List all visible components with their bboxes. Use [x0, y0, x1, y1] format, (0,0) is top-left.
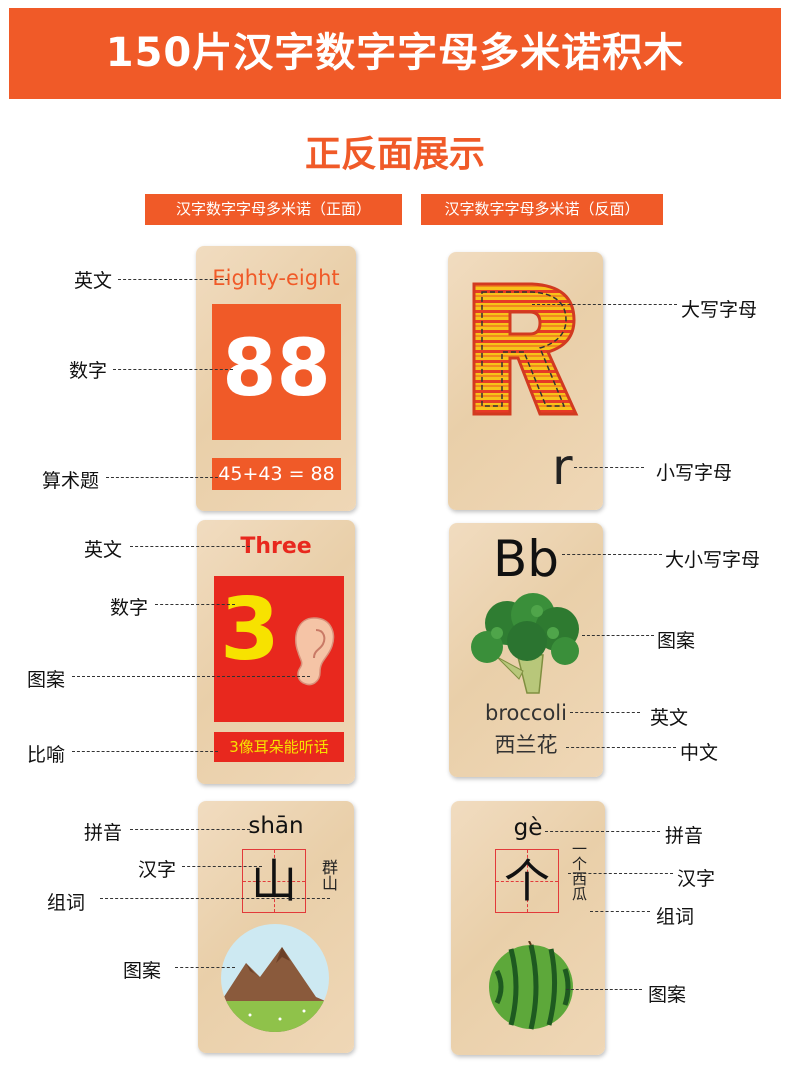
page-title: 150片汉字数字字母多米诺积木: [105, 30, 685, 76]
label-pattern: 图案: [657, 630, 696, 652]
leader-line: [72, 676, 310, 677]
card-number: 3: [220, 580, 280, 680]
label-hanzi: 汉字: [138, 859, 177, 881]
leader-line: [570, 712, 640, 713]
label-words: 组词: [656, 906, 695, 928]
label-simile: 比喻: [27, 744, 66, 766]
header-banner: 150片汉字数字字母多米诺积木: [9, 8, 781, 99]
domino-card-broccoli: Bb broccoli 西兰花: [449, 523, 603, 777]
card-pinyin: shān: [248, 813, 304, 839]
label-chinese: 中文: [680, 742, 719, 764]
leader-line: [568, 873, 673, 874]
label-english: 英文: [74, 270, 113, 292]
label-words: 组词: [47, 892, 86, 914]
number-block: 88: [212, 304, 341, 440]
leader-line: [566, 747, 676, 748]
label-hanzi: 汉字: [677, 868, 716, 890]
card-hanzi: 个: [504, 854, 550, 908]
card-english-word: broccoli: [485, 701, 567, 725]
label-uppercase: 大写字母: [681, 299, 758, 321]
front-tag: 汉字数字字母多米诺（正面）: [145, 194, 402, 225]
leader-line: [155, 604, 235, 605]
leader-line: [582, 635, 654, 636]
label-pattern: 图案: [27, 669, 66, 691]
leader-line: [182, 866, 262, 867]
label-letters: 大小写字母: [665, 549, 761, 571]
label-lowercase: 小写字母: [656, 462, 733, 484]
domino-card-R: R r: [448, 252, 603, 510]
leader-line: [106, 477, 218, 478]
ear-icon: [294, 617, 335, 686]
label-number: 数字: [110, 597, 149, 619]
card-hanzi: 山: [251, 854, 297, 908]
card-number: 88: [222, 324, 331, 414]
leader-line: [100, 898, 330, 899]
label-pinyin: 拼音: [665, 825, 704, 847]
tian-grid: 山: [242, 849, 306, 913]
leader-line: [130, 829, 250, 830]
watermelon-icon: [489, 941, 573, 1030]
label-pinyin: 拼音: [84, 822, 123, 844]
card-letters: Bb: [492, 530, 560, 588]
card-equation: 45+43 = 88: [218, 463, 335, 485]
back-tag: 汉字数字字母多米诺（反面）: [421, 194, 663, 225]
section-title: 正反面展示: [304, 134, 485, 175]
domino-card-three: Three 3 3像耳朵能听话: [197, 520, 355, 784]
label-number: 数字: [69, 360, 108, 382]
leader-line: [562, 554, 662, 555]
mountain-icon: [221, 924, 329, 1032]
striped-letter-R: [472, 282, 579, 416]
card-words: 群山: [319, 859, 338, 891]
card-chinese-word: 西兰花: [494, 733, 558, 757]
leader-line: [175, 967, 235, 968]
number-block: 3: [214, 576, 344, 722]
leader-line: [130, 546, 250, 547]
label-arithmetic: 算术题: [42, 470, 100, 492]
leader-line: [545, 831, 660, 832]
leader-line: [532, 304, 677, 305]
broccoli-icon: [471, 593, 579, 694]
equation-block: 45+43 = 88: [212, 458, 341, 490]
card-english-word: Three: [240, 534, 312, 559]
leader-line: [113, 369, 233, 370]
card-pinyin: gè: [513, 815, 543, 841]
leader-line: [566, 989, 642, 990]
domino-card-88: Eighty-eight 88 45+43 = 88: [196, 246, 356, 511]
leader-line: [118, 279, 228, 280]
label-english: 英文: [650, 707, 689, 729]
tian-grid: 个: [495, 849, 559, 913]
card-english-word: Eighty-eight: [212, 266, 340, 290]
label-pattern: 图案: [123, 960, 162, 982]
label-pattern: 图案: [648, 984, 687, 1006]
leader-line: [574, 467, 644, 468]
simile-block: 3像耳朵能听话: [214, 732, 344, 762]
domino-card-shan: shān 山 群山: [198, 801, 354, 1053]
leader-line: [590, 911, 650, 912]
card-simile: 3像耳朵能听话: [229, 738, 329, 756]
domino-card-ge: gè 个 一个西瓜: [451, 801, 605, 1055]
upper-letter-text: R: [448, 252, 449, 253]
leader-line: [72, 751, 218, 752]
card-words: 一个西瓜: [570, 841, 588, 901]
lower-letter: r: [552, 438, 573, 496]
label-english: 英文: [84, 539, 123, 561]
